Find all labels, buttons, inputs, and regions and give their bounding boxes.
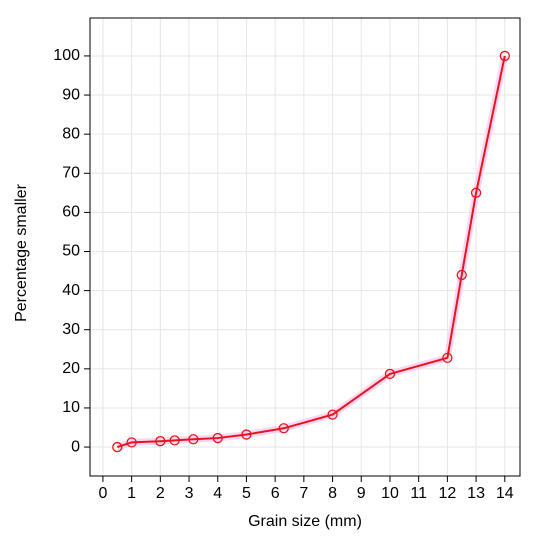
point <box>456 269 467 281</box>
x-tick-label: 10 <box>381 485 399 502</box>
point <box>112 441 123 453</box>
x-tick-label: 13 <box>467 485 485 502</box>
x-tick-label: 8 <box>328 485 337 502</box>
point <box>278 423 289 434</box>
y-tick-label: 20 <box>62 360 80 377</box>
point <box>188 434 199 445</box>
point <box>126 437 137 448</box>
point <box>470 187 482 198</box>
x-tick-label: 12 <box>438 485 456 502</box>
x-tick-label: 14 <box>496 485 514 502</box>
x-axis-label: Grain size (mm) <box>248 513 362 530</box>
x-tick-label: 4 <box>213 485 222 502</box>
plot-frame <box>89 17 521 477</box>
point <box>327 409 338 420</box>
y-tick-label: 50 <box>62 243 80 260</box>
point <box>499 50 510 62</box>
y-tick-label: 10 <box>62 399 80 416</box>
y-tick-label: 40 <box>62 282 80 299</box>
y-tick-label: 100 <box>53 47 80 64</box>
x-tick-label: 2 <box>156 485 165 502</box>
y-tick-label: 60 <box>62 204 80 221</box>
x-tick-label: 11 <box>410 485 427 502</box>
x-tick-label: 3 <box>185 485 194 502</box>
y-axis-label: Percentage smaller <box>13 183 30 322</box>
y-tick-label: 30 <box>62 321 80 338</box>
point <box>241 429 252 440</box>
point <box>155 436 166 447</box>
point <box>384 368 396 380</box>
x-tick-label: 7 <box>299 485 308 502</box>
line <box>116 55 506 449</box>
y-tick-label: 90 <box>62 86 80 103</box>
point <box>169 435 180 446</box>
point <box>212 432 223 444</box>
y-tick-label: 0 <box>71 438 80 455</box>
x-tick-label: 0 <box>98 485 107 502</box>
x-tick-label: 6 <box>271 485 280 502</box>
x-tick-label: 9 <box>357 485 366 502</box>
y-tick-label: 80 <box>62 125 80 142</box>
x-tick-label: 1 <box>127 485 136 502</box>
point <box>442 352 453 364</box>
y-tick-label: 70 <box>62 164 80 181</box>
x-tick-label: 5 <box>242 485 251 502</box>
